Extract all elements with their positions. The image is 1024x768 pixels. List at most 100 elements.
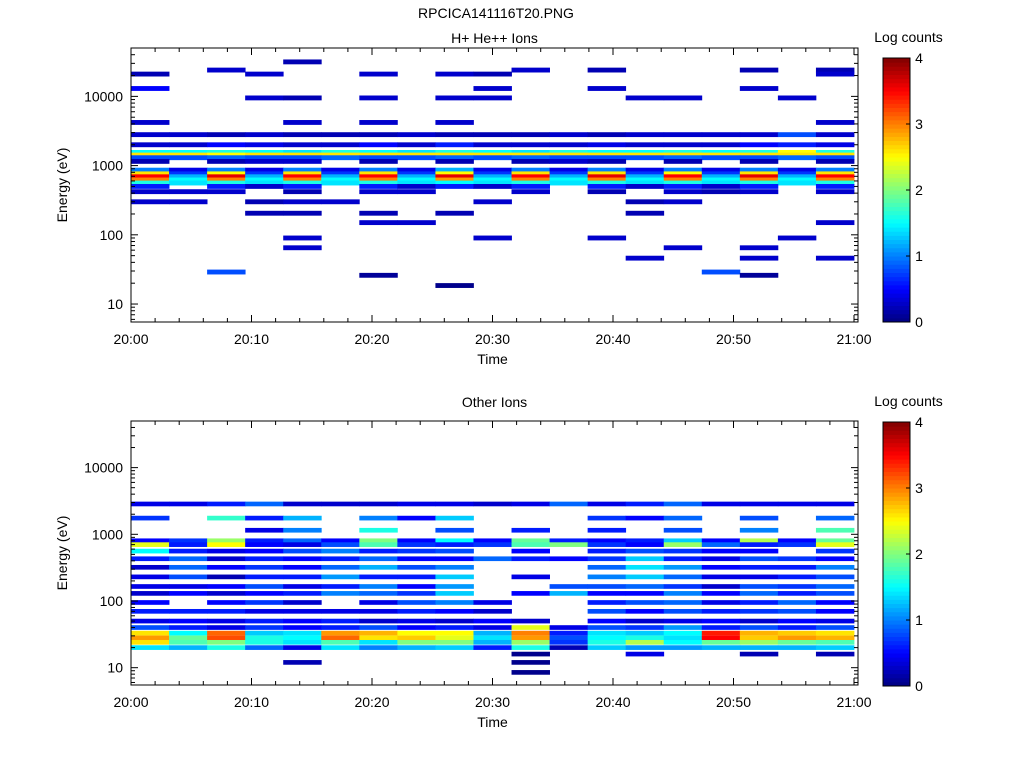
colorbar-step (883, 177, 910, 183)
colorbar-step (883, 463, 910, 468)
heatmap-cell (207, 142, 246, 148)
heatmap-cell (359, 556, 398, 562)
colorbar-step (883, 504, 910, 510)
colorbar-step (883, 442, 910, 448)
heatmap-cell (359, 272, 398, 278)
heatmap-cell (207, 542, 246, 547)
heatmap-cell (435, 556, 474, 562)
heatmap-cell (283, 591, 322, 596)
heatmap-cell (359, 71, 398, 77)
colorbar-step (883, 95, 910, 100)
heatmap-cell (815, 527, 855, 533)
heatmap-cell (283, 635, 322, 641)
heatmap-cell (359, 120, 398, 125)
colorbar-tick-label: 4 (915, 50, 923, 66)
heatmap-cell (359, 515, 398, 521)
heatmap-cell (625, 180, 665, 186)
heatmap-cell (511, 538, 550, 544)
heatmap-cell (169, 574, 208, 580)
heatmap-cell (739, 245, 779, 251)
heatmap-cell (701, 584, 741, 589)
colorbar-step (883, 169, 910, 175)
colorbar-step (883, 488, 910, 493)
heatmap-cell (359, 625, 398, 630)
colorbar-step (883, 450, 910, 456)
heatmap-cell (283, 152, 322, 158)
heatmap-cell (511, 171, 550, 177)
heatmap-cell (625, 174, 665, 180)
colorbar-step (883, 615, 910, 621)
heatmap-cell (473, 174, 512, 180)
heatmap-cell (511, 542, 550, 547)
colorbar-step (883, 533, 910, 539)
colorbar-step (883, 235, 910, 241)
heatmap-cell (397, 180, 436, 186)
x-tick-label: 20:10 (234, 694, 269, 710)
colorbar: 0 1 2 3 4 Log counts (874, 393, 943, 694)
heatmap-cell (397, 515, 436, 521)
heatmap-cell (359, 152, 398, 158)
heatmap-cell (245, 199, 284, 205)
heatmap-cell (321, 548, 360, 554)
heatmap-cell (701, 548, 741, 554)
panel-title: Other Ions (462, 394, 527, 410)
heatmap-cell (587, 584, 627, 589)
heatmap-cell (321, 155, 360, 161)
heatmap-cell (625, 574, 665, 580)
heatmap-cell (549, 180, 589, 186)
colorbar-tick-label: 0 (915, 314, 923, 330)
heatmap-cell (701, 152, 741, 158)
heatmap-cell (587, 527, 627, 533)
heatmap-cell (587, 635, 627, 641)
heatmap-cell (777, 167, 817, 173)
heatmap-cell (815, 639, 855, 645)
heatmap-cell (283, 142, 322, 148)
heatmap-cell (131, 184, 170, 189)
colorbar-step (883, 644, 910, 650)
heatmap-cell (169, 542, 208, 547)
colorbar-step (883, 239, 910, 245)
heatmap-cell (625, 600, 665, 605)
heatmap-cell (587, 556, 627, 562)
heatmap-cell (587, 177, 627, 183)
colorbar-step (883, 62, 910, 67)
heatmap-cell (359, 150, 398, 155)
heatmap-cell (131, 538, 170, 544)
heatmap-cell (207, 184, 246, 189)
heatmap-cell (511, 548, 550, 554)
colorbar-step (883, 272, 910, 278)
heatmap-cell (663, 199, 703, 205)
colorbar-tick-label: 2 (915, 182, 923, 198)
heatmap-cell (587, 132, 627, 138)
heatmap-cell (435, 150, 474, 155)
heatmap-cell (663, 174, 703, 180)
heatmap-cell (283, 527, 322, 533)
heatmap-cell (777, 235, 817, 241)
heatmap-cell (397, 155, 436, 161)
heatmap-cell (359, 591, 398, 596)
x-tick-label: 20:10 (234, 331, 269, 347)
heatmap-cell (207, 152, 246, 158)
heatmap-cell (511, 180, 550, 186)
heatmap-cell (435, 167, 474, 173)
heatmap-cell (131, 548, 170, 554)
heatmap-cell (169, 155, 208, 161)
heatmap-cell (283, 542, 322, 547)
heatmap-cell (663, 542, 703, 547)
x-tick-label: 21:00 (836, 331, 871, 347)
heatmap-cell (663, 150, 703, 155)
heatmap-cell (435, 158, 474, 164)
heatmap-cell (435, 71, 474, 77)
heatmap-cell (815, 67, 855, 73)
heatmap-cell (625, 132, 665, 138)
colorbar-step (883, 578, 910, 584)
colorbar-tick-label: 0 (915, 678, 923, 694)
colorbar-step (883, 276, 910, 282)
heatmap-cell (815, 574, 855, 580)
heatmap-cell (359, 527, 398, 533)
heatmap-cell (435, 645, 474, 650)
heatmap-cell (511, 152, 550, 158)
heatmap-cell (359, 167, 398, 173)
heatmap-cell (777, 142, 817, 148)
